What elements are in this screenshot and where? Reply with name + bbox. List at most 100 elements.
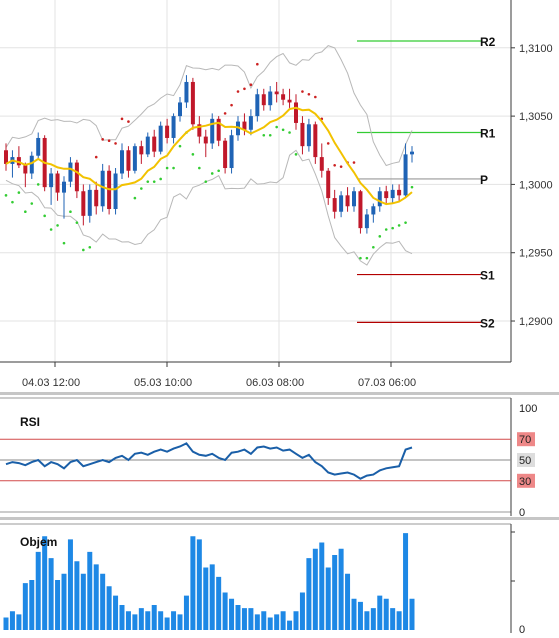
candle-body [261, 94, 266, 106]
price-x-tick-label: 06.03 08:00 [246, 377, 304, 389]
volume-bar [274, 614, 280, 630]
volume-bar [241, 608, 247, 630]
pane-divider [0, 517, 559, 520]
volume-bar [319, 542, 325, 630]
volume-bar [370, 608, 376, 630]
sar-dot [133, 196, 137, 200]
volume-bar [280, 611, 286, 630]
candle-body [352, 191, 356, 207]
volume-bar [383, 598, 389, 630]
sar-dot [307, 92, 311, 96]
sar-dot [243, 87, 246, 91]
volume-bar [248, 608, 254, 630]
sar-dot [127, 120, 130, 123]
candle-body [274, 91, 279, 95]
rsi-y-tick-label: 50 [519, 455, 531, 467]
price-x-tick-label: 04.03 12:00 [22, 377, 80, 389]
sar-dot [69, 210, 72, 214]
sar-dot [120, 117, 124, 121]
candle-body [158, 125, 163, 152]
sar-dot [339, 165, 343, 168]
volume-bar [125, 611, 131, 630]
volume-bar [203, 567, 209, 630]
volume-bar [190, 536, 196, 630]
sar-dot [217, 169, 220, 173]
volume-bar [390, 608, 396, 630]
sar-dot [210, 172, 214, 175]
candle-body [371, 206, 376, 215]
price-y-tick-label: 1,3100 [519, 43, 553, 55]
sar-dot [262, 133, 266, 137]
sar-dot [114, 142, 117, 145]
volume-bar [16, 614, 22, 630]
sar-dot [152, 180, 156, 183]
sar-dot [378, 235, 382, 238]
candle-body [384, 191, 389, 199]
volume-bar [138, 608, 144, 630]
candle-body [165, 125, 170, 138]
volume-bar [145, 611, 151, 630]
volume-bar [312, 548, 318, 630]
sar-dot [107, 139, 111, 143]
sar-dot [397, 224, 401, 227]
candle-body [171, 116, 176, 138]
volume-bar [396, 611, 402, 630]
volume-bar [74, 561, 80, 630]
rsi-level-tag [517, 432, 535, 447]
sar-dot [391, 226, 394, 230]
volume-bar [61, 573, 67, 630]
candle-body [197, 124, 202, 137]
sar-dot [359, 256, 362, 260]
volume-bar [287, 620, 293, 630]
sar-dot [56, 224, 59, 227]
sar-dot [75, 221, 79, 224]
rsi-title: RSI [20, 415, 40, 429]
candle-body [390, 189, 395, 199]
candle-body [403, 154, 408, 196]
candle-body [339, 195, 344, 212]
volume-bar [196, 539, 202, 630]
volume-bar [222, 592, 228, 630]
sar-dot [36, 183, 40, 186]
candle-body [345, 195, 350, 207]
rsi-y-tick-label: 70 [519, 434, 531, 446]
sar-dot [314, 95, 317, 99]
volume-bar [216, 576, 222, 630]
candle-body [364, 214, 369, 229]
rsi-line [5, 442, 413, 480]
volume-bar [35, 551, 41, 630]
sar-dot [281, 128, 285, 132]
candle-body [62, 181, 66, 193]
sar-dot [17, 191, 21, 194]
candle-body [55, 173, 60, 193]
volume-bar [55, 580, 61, 630]
candle-body [87, 189, 92, 216]
sar-dot [384, 228, 388, 231]
rsi-level-tag [517, 453, 535, 467]
volume-bar [351, 598, 357, 630]
sar-dot [288, 131, 291, 134]
volume-zero-label: 0 [519, 624, 525, 633]
sar-dot [372, 245, 375, 249]
volume-bar [164, 617, 170, 630]
sar-dot [62, 241, 66, 245]
sar-dot [301, 90, 304, 93]
candle-body [36, 137, 41, 156]
bollinger-lower-band [5, 149, 413, 266]
candle-body [410, 151, 414, 155]
sar-dot [88, 245, 92, 249]
volume-bar [119, 605, 125, 630]
candle-body [306, 124, 311, 147]
volume-bar [338, 548, 344, 630]
volume-bar [409, 598, 415, 630]
sar-dot [159, 177, 162, 181]
pivot-level-label: S2 [480, 316, 495, 330]
rsi-y-tick-label: 0 [519, 507, 525, 519]
candle-body [236, 121, 240, 136]
volume-bar [267, 617, 273, 630]
sar-dot [333, 163, 336, 167]
candle-body [94, 189, 99, 207]
sar-dot [294, 153, 298, 156]
sar-dot [404, 221, 407, 224]
